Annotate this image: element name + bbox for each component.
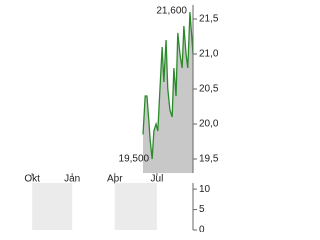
x-tick-label: Jul [151, 174, 164, 185]
y-tick-label: 0 [199, 225, 205, 232]
quarter-band [114, 183, 157, 230]
y-tick-label: 19,5 [199, 154, 219, 165]
x-tick-label: Okt [24, 174, 40, 185]
annotation: 21,600 [156, 6, 187, 17]
y-tick-label: 20,0 [199, 119, 219, 130]
y-tick-label: 21,5 [199, 14, 219, 25]
annotation: 19,500 [119, 154, 150, 165]
y-tick-label: 5 [199, 204, 205, 215]
x-tick-label: Jan [64, 174, 80, 185]
y-tick-label: 10 [199, 184, 211, 195]
x-tick-label: Apr [107, 174, 123, 185]
chart: 21,600 19,500 Okt Jan Apr Jul 19,5 20,0 20,5 21,0… [24, 5, 219, 232]
price-line [142, 11, 194, 160]
y-tick-label: 21,0 [199, 49, 219, 60]
y-tick-label: 20,5 [199, 84, 219, 95]
quarter-band [32, 183, 73, 230]
